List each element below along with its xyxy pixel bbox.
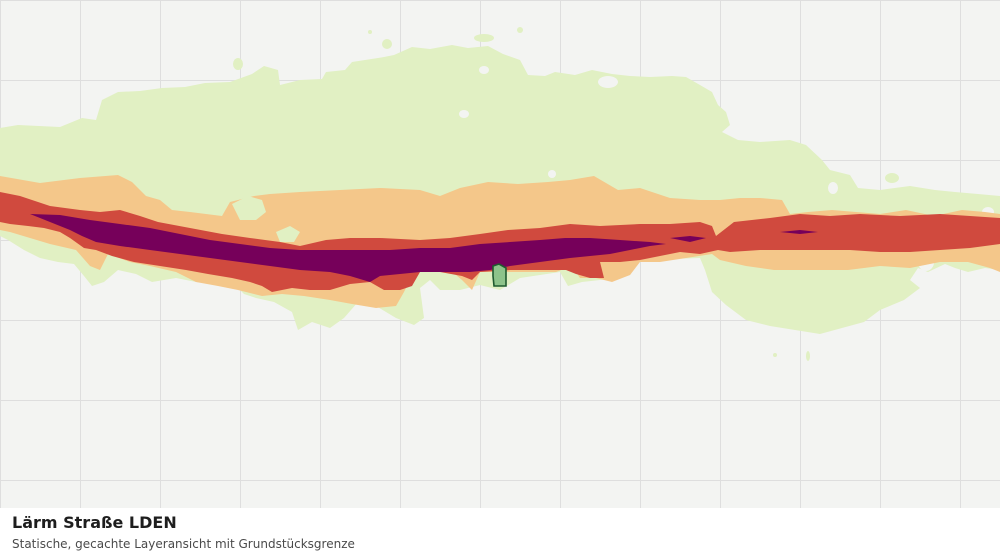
noise-zone-low-islands [232, 154, 594, 242]
noise-zone-high [0, 192, 1000, 292]
noise-zone-very-high [30, 214, 818, 282]
map-caption: Lärm Straße LDEN Statische, gecachte Lay… [0, 508, 1000, 560]
noise-map-layer [0, 0, 1000, 508]
parcel-boundary[interactable] [492, 263, 507, 287]
layer-title: Lärm Straße LDEN [12, 513, 177, 532]
map-canvas[interactable] [0, 0, 1000, 508]
layer-subtitle: Statische, gecachte Layeransicht mit Gru… [12, 537, 355, 551]
